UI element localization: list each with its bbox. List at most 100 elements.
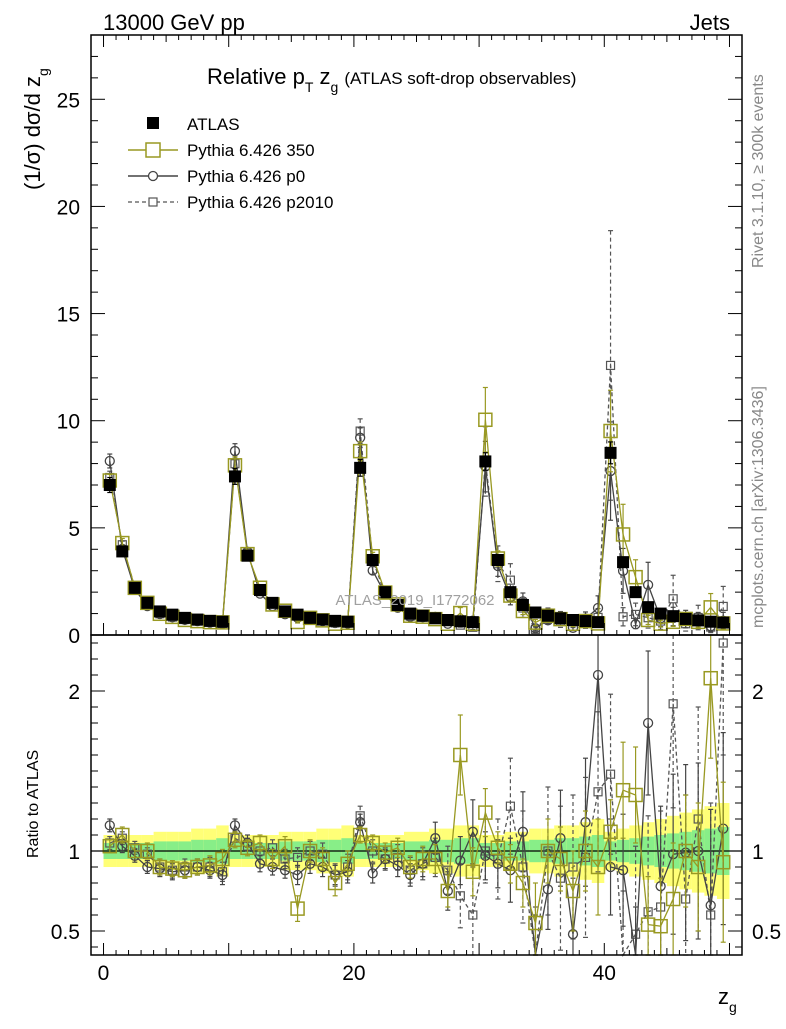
y-tick-label-ratio-right: 1	[752, 841, 764, 864]
data-point	[667, 610, 680, 623]
data-point	[704, 615, 717, 628]
series-atlas	[103, 441, 730, 629]
data-point	[630, 609, 641, 620]
data-point	[504, 586, 517, 599]
data-point	[428, 851, 443, 867]
legend-marker-p0	[147, 170, 159, 182]
data-point	[153, 605, 166, 618]
data-point	[554, 612, 567, 625]
x-tick-label: 20	[342, 962, 365, 985]
data-point	[605, 769, 616, 779]
header-process: Jets	[690, 10, 730, 35]
data-point	[718, 601, 728, 612]
data-point	[603, 824, 618, 840]
data-point	[628, 787, 643, 803]
data-point	[665, 891, 681, 907]
data-point	[352, 443, 368, 459]
data-point	[315, 851, 330, 867]
data-point	[553, 851, 568, 867]
data-point	[252, 835, 268, 851]
data-point	[490, 840, 506, 856]
data-point	[715, 854, 731, 870]
data-point	[141, 596, 154, 609]
data-point	[216, 615, 229, 628]
data-point	[516, 599, 529, 611]
plot-title: Relative pT zg (ATLAS soft-drop observabl…	[207, 64, 576, 95]
data-point	[254, 584, 267, 596]
data-point	[302, 843, 318, 859]
legend: ATLAS Pythia 6.426 350 Pythia 6.426 p0 P…	[128, 115, 334, 212]
data-point	[480, 850, 491, 861]
data-point	[479, 455, 492, 468]
data-point	[277, 838, 293, 854]
series-p350	[102, 386, 731, 956]
y-tick-label-top: 0	[68, 625, 80, 648]
axis-ticks: 0 20 40 0 5 10 15 20 25 0.5 0.5 1 1 2 2	[51, 35, 781, 985]
data-point	[478, 412, 493, 428]
data-point	[454, 615, 467, 628]
data-point	[352, 827, 368, 843]
data-point	[603, 423, 618, 439]
data-point	[292, 852, 303, 863]
data-point	[491, 554, 504, 566]
data-point	[116, 545, 129, 558]
data-point	[503, 856, 518, 872]
data-point	[654, 607, 667, 620]
data-point	[541, 609, 554, 622]
data-point	[227, 832, 243, 848]
data-point	[642, 717, 654, 729]
legend-marker-atlas	[147, 117, 159, 129]
data-point	[465, 864, 481, 880]
y-tick-label-ratio: 0.5	[51, 921, 80, 944]
data-point	[566, 614, 579, 626]
data-point	[329, 614, 342, 627]
data-point	[466, 616, 479, 629]
y-tick-label-ratio-right: 2	[752, 681, 764, 704]
data-point	[430, 833, 441, 844]
data-point	[290, 901, 305, 916]
data-point	[265, 851, 280, 867]
data-point	[618, 612, 628, 622]
data-point	[217, 869, 228, 881]
mcplots-credit: mcplots.cern.ch [arXiv:1306.3436]	[750, 386, 767, 628]
legend-label-p350: Pythia 6.426 350	[187, 141, 315, 160]
data-point	[703, 670, 718, 686]
data-point	[115, 827, 130, 843]
data-point	[367, 868, 378, 879]
legend-marker-p350	[145, 142, 161, 158]
data-point	[390, 840, 405, 856]
data-point	[191, 613, 204, 626]
data-point	[592, 602, 604, 614]
data-point	[104, 820, 115, 831]
data-point	[604, 446, 617, 459]
data-point	[340, 856, 355, 872]
data-point	[679, 612, 692, 625]
data-point	[615, 527, 631, 542]
y-tick-label-top: 20	[57, 196, 80, 219]
data-point	[379, 586, 392, 599]
data-point	[228, 470, 241, 483]
y-tick-label-ratio-right: 0.5	[752, 921, 781, 944]
data-point	[140, 843, 155, 859]
series-line-ratio	[109, 674, 724, 956]
data-point	[705, 900, 716, 911]
data-point	[515, 875, 531, 891]
data-point	[540, 843, 556, 859]
data-point	[377, 585, 393, 600]
y-tick-label-top: 10	[57, 411, 80, 434]
data-point	[102, 838, 118, 854]
series-layer	[102, 230, 731, 958]
data-point	[441, 614, 454, 626]
data-point	[690, 859, 706, 875]
data-point	[241, 549, 254, 562]
ratio-y-axis-label: Ratio to ATLAS	[25, 750, 42, 858]
data-point	[542, 884, 554, 895]
data-point	[617, 556, 630, 569]
y-tick-label-ratio: 1	[68, 841, 80, 864]
data-point	[279, 605, 292, 618]
data-point	[455, 891, 465, 901]
data-point	[166, 608, 179, 621]
data-point	[565, 883, 581, 899]
